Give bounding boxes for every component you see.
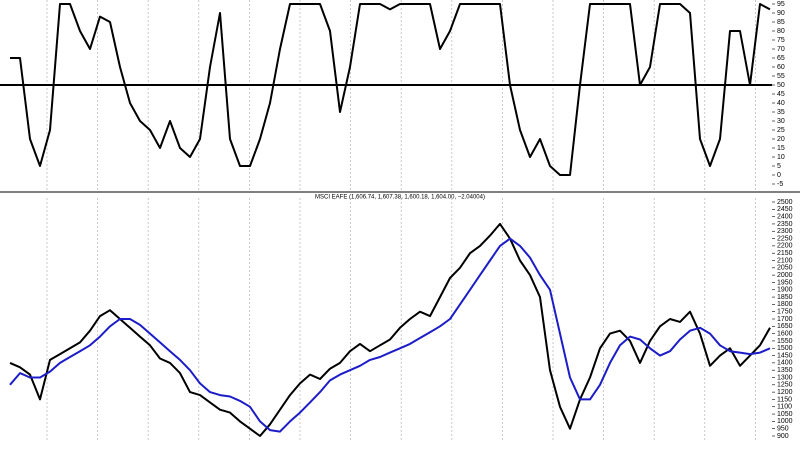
y-tick-label: 50 [777,82,785,89]
y-tick-label: 5 [777,163,781,170]
y-tick-label: 1550 [777,338,793,345]
y-tick-label: 1800 [777,301,793,308]
y-tick-label: 2300 [777,228,793,235]
y-tick-label: 40 [777,100,785,107]
y-tick-label: 1100 [777,404,792,411]
y-tick-label: 1150 [777,396,792,403]
y-tick-label: 1400 [777,360,793,367]
y-tick-label: 1200 [777,389,793,396]
y-tick-label: 2500 [777,199,793,206]
y-tick-label: 1250 [777,382,793,389]
y-tick-label: 1000 [777,418,793,425]
series-line [9,222,771,437]
y-tick-label: 25 [777,127,785,134]
y-tick-label: 1750 [777,309,793,316]
y-tick-label: 70 [777,46,785,53]
y-tick-label: 55 [777,73,785,80]
y-tick-label: 65 [777,55,785,62]
y-tick-label: 20 [777,136,785,143]
y-tick-label: 80 [777,28,785,35]
y-tick-label: 2450 [777,206,793,213]
y-tick-label: 1850 [777,294,793,301]
y-tick-label: 15 [777,145,785,152]
y-tick-label: 1300 [777,374,793,381]
y-tick-label: 35 [777,109,785,116]
y-tick-label: 2350 [777,221,793,228]
y-tick-label: 1900 [777,287,793,294]
y-tick-label: 60 [777,64,785,71]
y-tick-label: 1700 [777,316,793,323]
y-tick-label: 1050 [777,411,793,418]
y-tick-label: 85 [777,19,785,26]
series-line [10,3,771,176]
y-tick-label: 2200 [777,243,793,250]
y-tick-label: 2250 [777,235,793,242]
y-tick-label: 2000 [777,272,793,279]
y-tick-label: 30 [777,118,785,125]
y-tick-label: 0 [777,172,781,179]
y-tick-label: 2050 [777,265,793,272]
y-tick-label: 1450 [777,352,793,359]
y-tick-label: 1600 [777,330,793,337]
y-tick-label: 1950 [777,279,793,286]
series-line [9,237,771,433]
y-tick-label: 900 [777,433,789,440]
y-tick-label: 950 [777,426,789,433]
y-tick-label: 75 [777,37,785,44]
chart-title: MSCI EAFE (1,606.74, 1,607.38, 1,600.18,… [315,195,485,201]
y-tick-label: 95 [777,1,785,8]
y-tick-label: 1350 [777,367,793,374]
y-tick-label: 10 [777,154,785,161]
y-tick-label: 45 [777,91,785,98]
y-tick-label: 1500 [777,345,793,352]
y-tick-label: 90 [777,10,785,17]
y-tick-label: 1650 [777,323,793,330]
y-tick-label: 2150 [777,250,793,257]
y-tick-label: -5 [777,181,783,188]
y-tick-label: 2400 [777,213,793,220]
y-tick-label: 2100 [777,257,793,264]
